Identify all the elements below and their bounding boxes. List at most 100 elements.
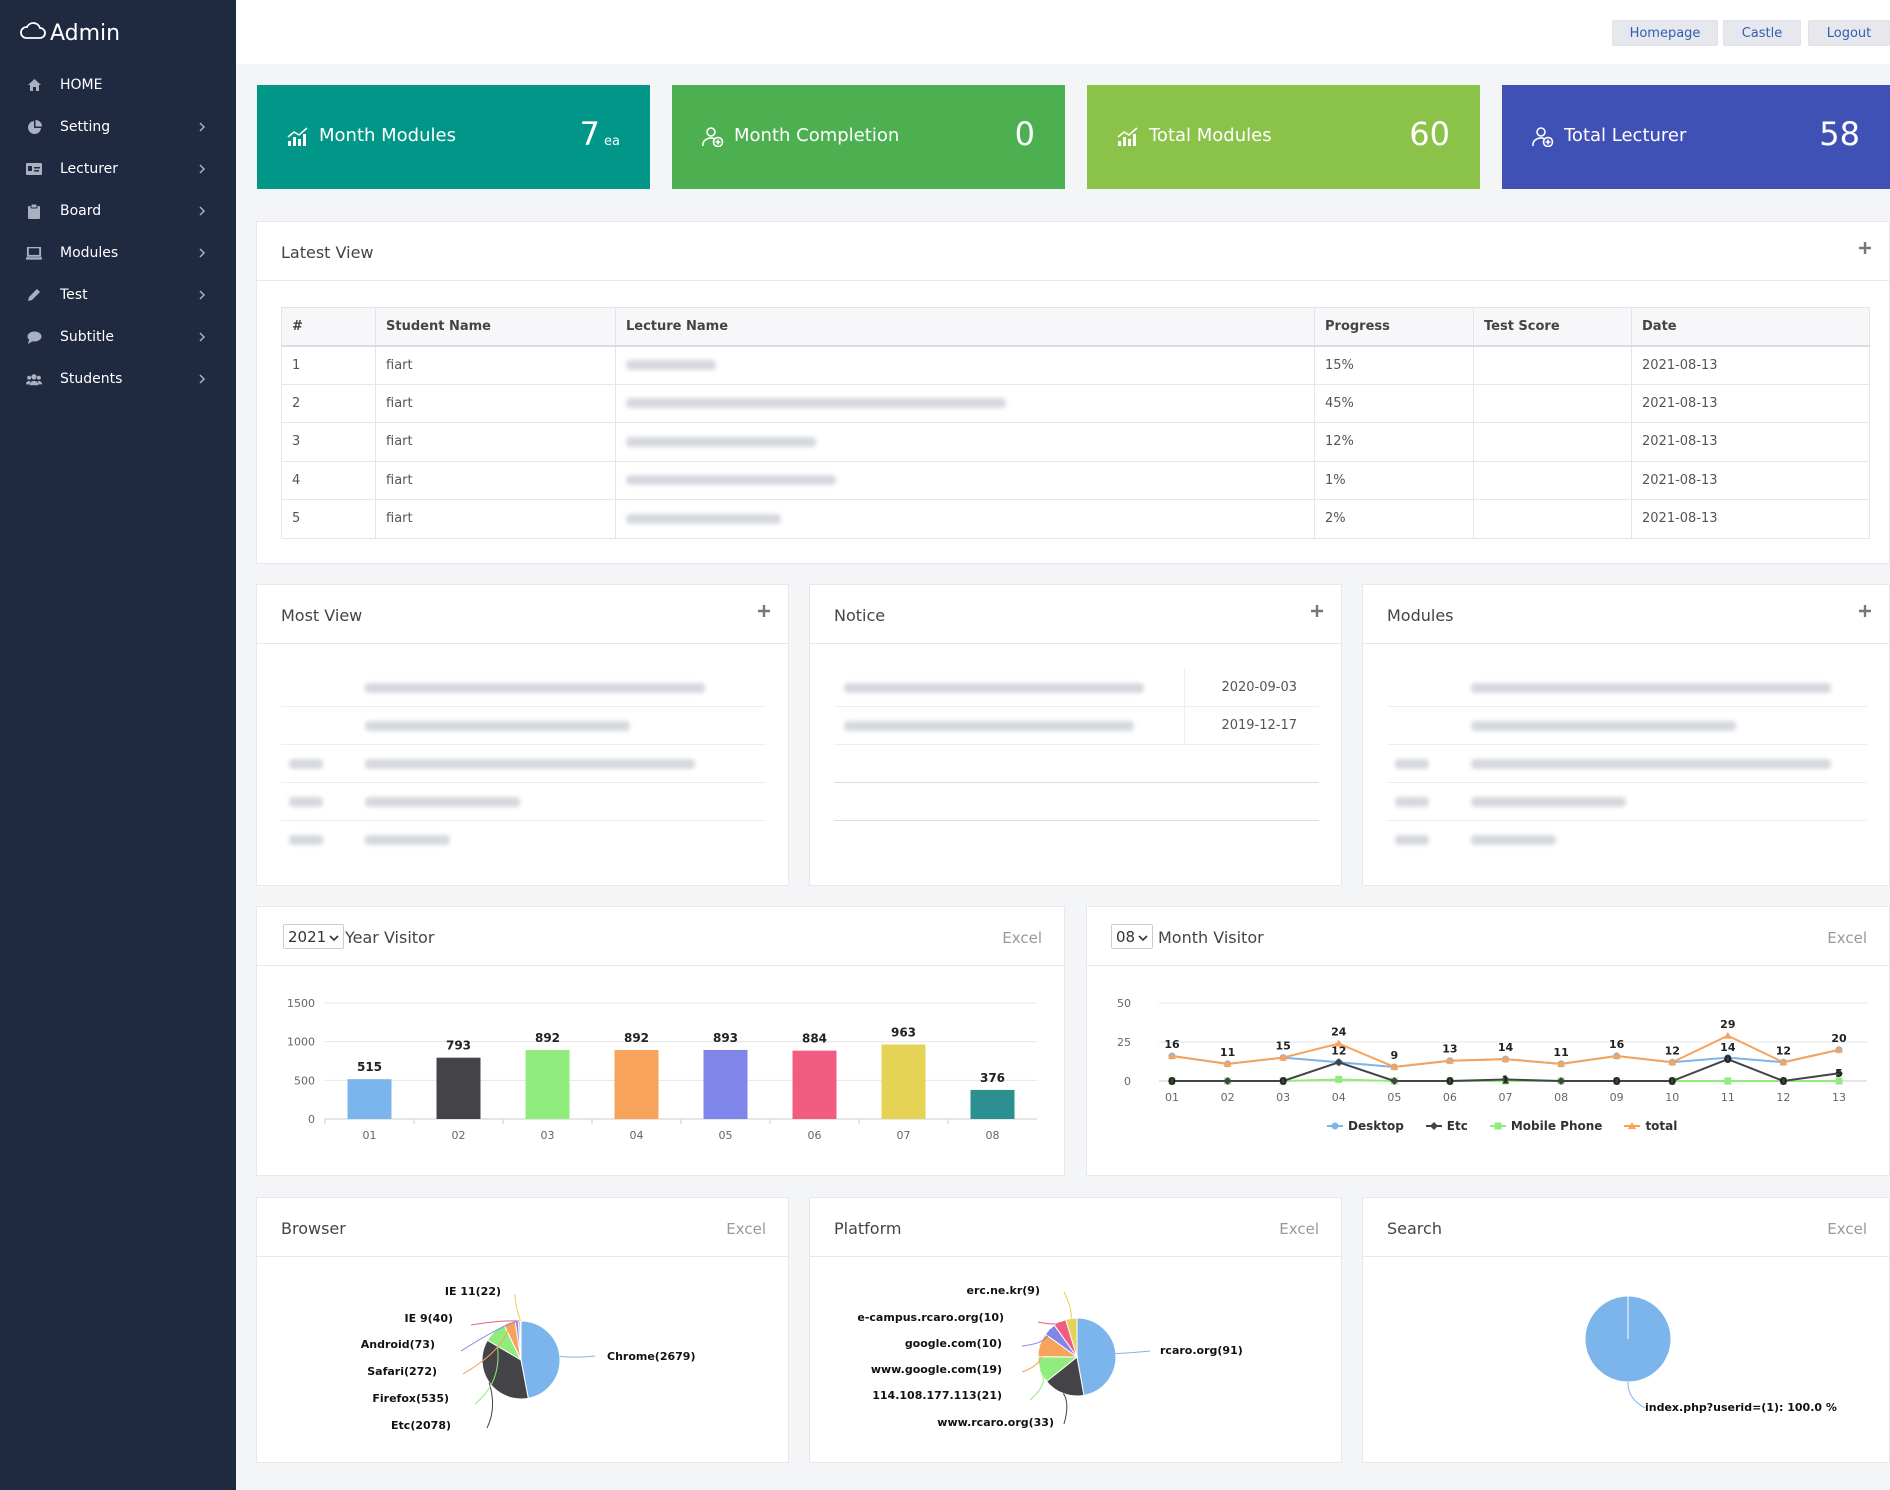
list-item[interactable] bbox=[1387, 821, 1867, 859]
list-item[interactable] bbox=[1387, 669, 1867, 707]
data-label: 13 bbox=[1442, 1043, 1457, 1056]
legend-item-mobile-phone[interactable]: Mobile Phone bbox=[1489, 1119, 1603, 1133]
sidebar-item-lecturer[interactable]: Lecturer bbox=[0, 148, 236, 190]
homepage-button[interactable]: Homepage bbox=[1612, 20, 1718, 46]
row-number: 4 bbox=[281, 460, 376, 500]
plus-icon[interactable] bbox=[1309, 603, 1325, 619]
list-item[interactable] bbox=[281, 745, 766, 783]
plus-icon[interactable] bbox=[756, 603, 772, 619]
data-point bbox=[1668, 1058, 1677, 1066]
progress: 2% bbox=[1314, 499, 1474, 539]
brand[interactable]: Admin bbox=[20, 18, 120, 48]
y-tick-label: 50 bbox=[1117, 997, 1131, 1010]
stat-value: 60 bbox=[1409, 115, 1450, 153]
slice-label: Etc(2078) bbox=[391, 1419, 451, 1432]
row-number: 2 bbox=[281, 383, 376, 423]
legend-item-desktop[interactable]: Desktop bbox=[1327, 1119, 1404, 1133]
x-tick-label: 06 bbox=[1443, 1091, 1457, 1104]
student-name: fiart bbox=[375, 499, 616, 539]
data-point bbox=[1223, 1077, 1232, 1085]
data-label: 0 bbox=[1446, 1075, 1454, 1088]
sidebar-item-students[interactable]: Students bbox=[0, 358, 236, 400]
row-number: 5 bbox=[281, 499, 376, 539]
column-header: Test Score bbox=[1473, 307, 1632, 347]
legend-label: Mobile Phone bbox=[1510, 1119, 1603, 1133]
connector-line bbox=[1062, 1393, 1068, 1425]
connector-line bbox=[470, 1320, 520, 1326]
sidebar-item-label: Students bbox=[60, 371, 123, 387]
excel-button[interactable]: Excel bbox=[1002, 929, 1042, 947]
chevron-right-icon bbox=[194, 245, 210, 261]
sidebar-item-test[interactable]: Test bbox=[0, 274, 236, 316]
notice-empty-row bbox=[834, 745, 1319, 783]
table-row[interactable]: 3 fiart 12% 2021-08-13 bbox=[281, 422, 1870, 462]
stat-value: 0 bbox=[1015, 115, 1035, 153]
lecture-name-redacted bbox=[615, 422, 1315, 462]
sidebar-item-modules[interactable]: Modules bbox=[0, 232, 236, 274]
legend-item-total[interactable]: total bbox=[1624, 1119, 1677, 1133]
chart-icon bbox=[1117, 127, 1139, 149]
excel-button[interactable]: Excel bbox=[1827, 1220, 1867, 1238]
stat-value: 7 ea bbox=[580, 115, 620, 153]
table-row[interactable]: 1 fiart 15% 2021-08-13 bbox=[281, 345, 1870, 385]
excel-button[interactable]: Excel bbox=[1279, 1220, 1319, 1238]
list-item[interactable] bbox=[1387, 745, 1867, 783]
sidebar-item-subtitle[interactable]: Subtitle bbox=[0, 316, 236, 358]
sidebar-item-setting[interactable]: Setting bbox=[0, 106, 236, 148]
pie-slice bbox=[520, 1320, 561, 1399]
test-score bbox=[1473, 499, 1632, 539]
sidebar-item-label: Subtitle bbox=[60, 329, 115, 345]
list-item[interactable] bbox=[281, 821, 766, 859]
connector-line bbox=[1627, 1381, 1646, 1409]
connector-line bbox=[1021, 1344, 1043, 1373]
search-pie-chart: index.php?userid=(1): 100.0 % bbox=[1584, 1295, 1837, 1414]
connector-line bbox=[462, 1322, 511, 1375]
progress: 15% bbox=[1314, 345, 1474, 385]
legend-item-etc[interactable]: Etc bbox=[1425, 1119, 1468, 1133]
table-row[interactable]: 5 fiart 2% 2021-08-13 bbox=[281, 499, 1870, 539]
logout-button[interactable]: Logout bbox=[1808, 20, 1890, 46]
list-item[interactable] bbox=[281, 707, 766, 745]
student-name: fiart bbox=[375, 345, 616, 385]
panel-title: Most View bbox=[281, 606, 363, 625]
list-item[interactable] bbox=[281, 669, 766, 707]
excel-button[interactable]: Excel bbox=[1827, 929, 1867, 947]
month-select[interactable]: 08 bbox=[1111, 924, 1154, 949]
date: 2021-08-13 bbox=[1631, 460, 1870, 500]
x-tick-label: 05 bbox=[719, 1129, 733, 1142]
date: 2021-08-13 bbox=[1631, 345, 1870, 385]
test-score bbox=[1473, 460, 1632, 500]
excel-button[interactable]: Excel bbox=[726, 1220, 766, 1238]
data-point bbox=[1390, 1077, 1399, 1085]
castle-button[interactable]: Castle bbox=[1723, 20, 1801, 46]
notice-item[interactable]: 2020-09-03 bbox=[834, 669, 1319, 707]
list-item[interactable] bbox=[1387, 707, 1867, 745]
stat-card-month-modules: Month Modules 7 ea bbox=[257, 85, 650, 189]
year-select[interactable]: 2021 bbox=[283, 924, 345, 949]
user-add-icon bbox=[702, 127, 724, 149]
data-label: 0 bbox=[1168, 1075, 1176, 1088]
plus-icon[interactable] bbox=[1857, 603, 1873, 619]
data-label: 1 bbox=[1502, 1073, 1510, 1086]
connector-line bbox=[514, 1293, 521, 1322]
list-item[interactable] bbox=[1387, 783, 1867, 821]
year-select-value: 2021 bbox=[288, 927, 327, 946]
data-point bbox=[1335, 1075, 1343, 1083]
connector-line bbox=[559, 1355, 596, 1358]
lecture-name-redacted bbox=[615, 345, 1315, 385]
column-header: Student Name bbox=[375, 307, 616, 347]
notice-item[interactable]: 2019-12-17 bbox=[834, 707, 1319, 745]
plus-icon[interactable] bbox=[1857, 240, 1873, 256]
data-label: 14 bbox=[1720, 1041, 1736, 1054]
bar bbox=[703, 1049, 748, 1119]
table-row[interactable]: 2 fiart 45% 2021-08-13 bbox=[281, 383, 1870, 423]
x-tick-label: 02 bbox=[1221, 1091, 1235, 1104]
pie-slice bbox=[1065, 1317, 1078, 1358]
data-label: 12 bbox=[1776, 1044, 1791, 1057]
sidebar-item-home[interactable]: HOME bbox=[0, 64, 236, 106]
list-item[interactable] bbox=[281, 783, 766, 821]
data-label: 9 bbox=[1391, 1049, 1399, 1062]
sidebar-item-board[interactable]: Board bbox=[0, 190, 236, 232]
table-row[interactable]: 4 fiart 1% 2021-08-13 bbox=[281, 460, 1870, 500]
notice-date: 2020-09-03 bbox=[1221, 680, 1297, 695]
